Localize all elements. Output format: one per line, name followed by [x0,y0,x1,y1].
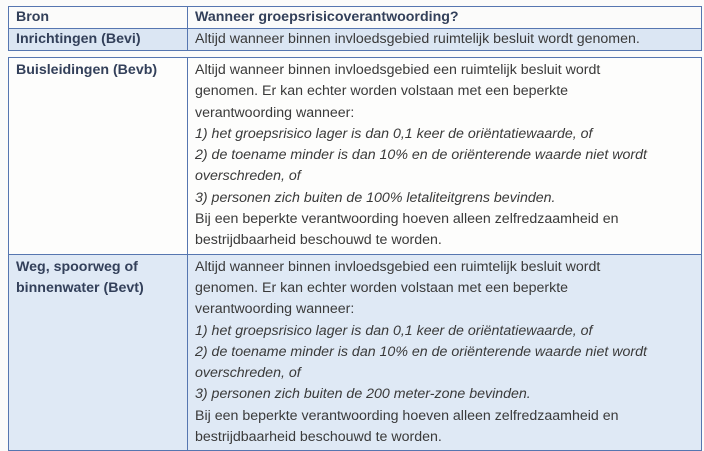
header-wanneer: Wanneer groepsrisicoverantwoording? [187,6,702,29]
text-line: genomen. Er kan echter worden volstaan m… [195,83,569,100]
bron-line: Weg, spoorweg of [16,258,138,275]
text-line: 3) personen zich buiten de 200 meter-zon… [195,386,531,403]
summary-table: Bron Wanneer groepsrisicoverantwoording?… [8,6,702,51]
text-line: Altijd wanneer binnen invloedsgebied een… [195,258,601,275]
table-row: Inrichtingen (Bevi) Altijd wanneer binne… [8,28,702,51]
header-bron: Bron [8,6,188,29]
text-line: overschreden, of [195,365,301,382]
text-line: Altijd wanneer binnen invloedsgebied een… [195,62,601,78]
text-line: 1) het groepsrisico lager is dan 0,1 kee… [195,322,593,339]
wanneer-cell: Altijd wanneer binnen invloedsgebied een… [187,253,702,451]
text-line: Bij een beperkte verantwoording hoeven a… [195,407,619,424]
header-row: Bron Wanneer groepsrisicoverantwoording? [8,6,702,29]
text-line: Bij een beperkte verantwoording hoeven a… [195,211,619,228]
text-line: 2) de toename minder is dan 10% en de or… [195,343,647,360]
wanneer-cell: Altijd wanneer binnen invloedsgebied een… [187,57,702,255]
table-row: Weg, spoorweg of binnenwater (Bevt) Altij… [8,253,702,451]
bron-line: binnenwater (Bevt) [16,279,144,296]
bron-cell: Weg, spoorweg of binnenwater (Bevt) [8,253,188,451]
bron-cell: Buisleidingen (Bevb) [8,57,188,255]
text-line: verantwoording wanneer: [195,104,355,121]
detail-table: Buisleidingen (Bevb) Altijd wanneer binn… [8,57,702,451]
bron-cell: Inrichtingen (Bevi) [8,28,188,51]
text-line: bestrijdbaarheid beschouwd te worden. [195,232,442,249]
bron-line: Buisleidingen (Bevb) [16,62,158,78]
wanneer-cell: Altijd wanneer binnen invloedsgebied rui… [187,28,702,51]
text-line: 3) personen zich buiten de 100% letalite… [195,189,556,206]
text-line: verantwoording wanneer: [195,301,355,318]
text-line: bestrijdbaarheid beschouwd te worden. [195,429,442,446]
table-row: Buisleidingen (Bevb) Altijd wanneer binn… [8,57,702,255]
text-line: genomen. Er kan echter worden volstaan m… [195,279,569,296]
text-line: 2) de toename minder is dan 10% en de or… [195,147,647,164]
text-line: overschreden, of [195,168,301,185]
text-line: 1) het groepsrisico lager is dan 0,1 kee… [195,125,593,142]
